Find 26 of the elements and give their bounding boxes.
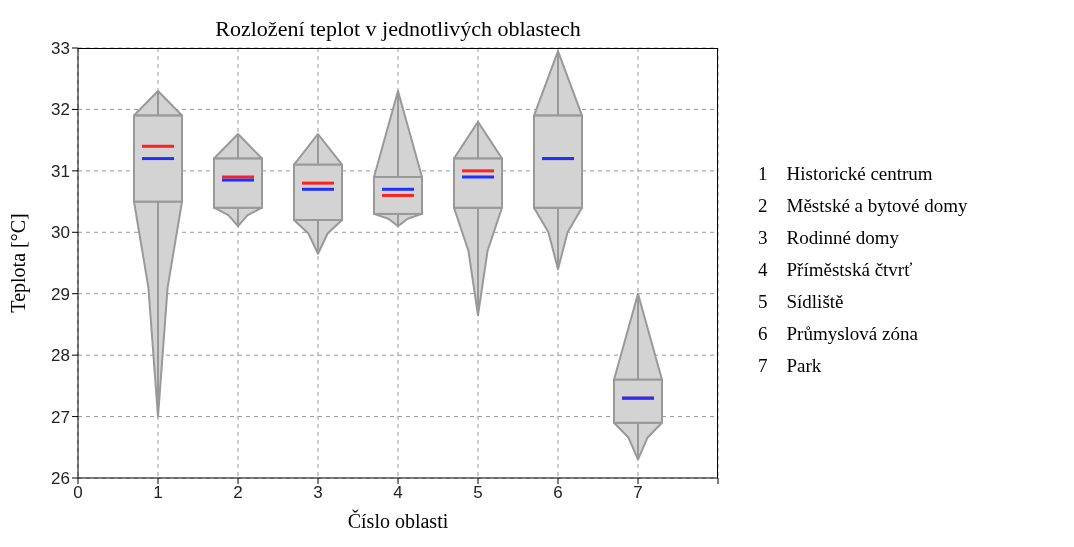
text: 3 Rodinné domy — [758, 226, 900, 250]
y-tick-label: 29 — [51, 284, 70, 304]
chart-title: Rozložení teplot v jednotlivých oblastech — [214, 16, 582, 42]
text: 1 Historické centrum — [758, 162, 934, 186]
y-tick-label: 28 — [51, 346, 70, 366]
x-tick-label: 6 — [553, 483, 563, 503]
y-tick-label: 31 — [51, 161, 70, 181]
y-axis-title: Teplota [°C] — [7, 213, 31, 313]
x-tick-label: 2 — [233, 483, 243, 503]
x-tick-label: 7 — [633, 483, 643, 503]
y-tick-label: 30 — [51, 223, 70, 243]
x-tick-label: 5 — [473, 483, 483, 503]
text: 5 Sídliště — [758, 290, 845, 314]
text: 2 Městské a bytové domy — [758, 194, 968, 218]
x-tick-label: 3 — [313, 483, 323, 503]
x-tick-label: 4 — [393, 483, 403, 503]
text: 6 Průmyslová zóna — [758, 322, 919, 346]
x-tick-label: 1 — [153, 483, 163, 503]
y-tick-label: 26 — [51, 469, 70, 489]
x-tick-label: 0 — [73, 483, 83, 503]
y-tick-label: 32 — [51, 100, 70, 120]
y-tick-label: 27 — [51, 407, 70, 427]
text: 7 Park — [758, 354, 823, 378]
text: 4 Příměstská čtvrť — [758, 258, 914, 282]
x-axis-title: Číslo oblasti — [347, 509, 449, 532]
y-tick-label: 33 — [51, 39, 70, 59]
